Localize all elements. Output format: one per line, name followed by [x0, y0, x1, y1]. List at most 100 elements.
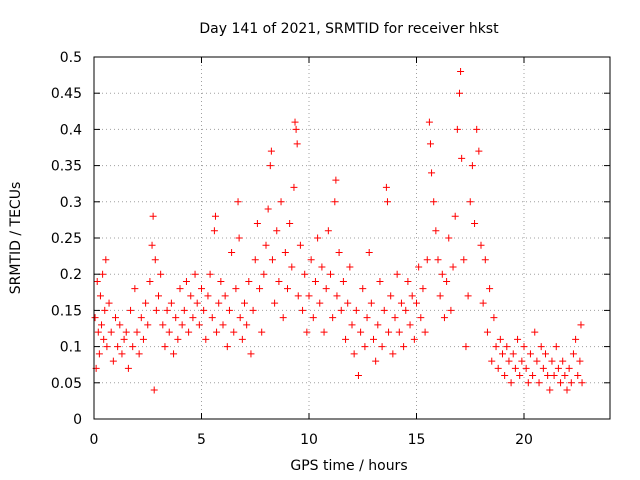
data-point	[406, 321, 414, 329]
x-tick-label: 20	[515, 432, 533, 448]
data-point	[290, 183, 298, 191]
data-point	[443, 277, 451, 285]
data-point	[492, 343, 500, 351]
data-point	[236, 314, 244, 322]
data-point	[456, 89, 463, 97]
data-point	[180, 306, 188, 314]
data-point	[94, 328, 102, 336]
data-point	[305, 292, 313, 300]
data-point	[243, 321, 251, 329]
data-point	[230, 328, 238, 336]
data-point	[120, 335, 128, 343]
data-point	[365, 248, 373, 256]
data-point	[400, 343, 408, 351]
data-point	[320, 328, 328, 336]
gridlines	[94, 57, 610, 419]
data-point	[451, 212, 459, 220]
data-point	[172, 314, 180, 322]
data-point	[339, 277, 347, 285]
data-point	[460, 256, 468, 264]
y-tick-label: 0.45	[51, 86, 82, 102]
data-point	[499, 350, 506, 358]
y-tick-label: 0.4	[60, 122, 82, 138]
plot-frame	[93, 56, 611, 420]
data-point	[397, 299, 405, 307]
data-point	[292, 125, 300, 133]
data-point	[223, 343, 231, 351]
data-point	[148, 241, 156, 249]
y-tick-label: 0.3	[60, 195, 82, 211]
data-point	[161, 343, 169, 351]
data-point	[185, 328, 193, 336]
data-point	[457, 67, 465, 75]
data-point	[391, 314, 399, 322]
data-point	[139, 335, 147, 343]
data-point	[354, 372, 362, 380]
data-point	[361, 343, 369, 351]
data-point	[389, 350, 397, 358]
data-point	[445, 234, 453, 242]
data-point	[516, 372, 524, 380]
data-point	[112, 314, 119, 322]
data-point	[187, 292, 195, 300]
data-point	[170, 350, 178, 358]
data-point	[157, 270, 165, 278]
data-point	[114, 343, 122, 351]
data-point	[346, 263, 354, 271]
data-point	[284, 285, 291, 293]
data-point	[96, 292, 104, 300]
data-point	[466, 198, 474, 206]
data-point	[235, 234, 243, 242]
data-point	[509, 350, 517, 358]
data-point	[260, 270, 268, 278]
data-point	[219, 321, 227, 329]
data-point	[344, 299, 352, 307]
data-point	[408, 292, 416, 300]
x-axis-label: GPS time / hours	[290, 458, 407, 474]
data-point	[221, 292, 229, 300]
data-point	[563, 386, 571, 394]
data-point	[333, 292, 341, 300]
data-point	[332, 176, 340, 184]
data-point	[432, 227, 440, 235]
data-point	[228, 248, 236, 256]
data-point	[426, 140, 434, 148]
data-point	[578, 379, 586, 387]
x-tick-label: 0	[90, 432, 99, 448]
data-point	[129, 343, 137, 351]
data-point	[531, 328, 539, 336]
data-point	[518, 357, 526, 365]
data-point	[337, 306, 345, 314]
data-point	[577, 321, 585, 329]
data-point	[288, 263, 296, 271]
data-point	[363, 314, 371, 322]
data-point	[453, 125, 461, 133]
data-point	[529, 372, 537, 380]
data-point	[225, 306, 233, 314]
x-tick-label: 10	[300, 432, 318, 448]
data-point	[238, 335, 246, 343]
data-point	[501, 372, 509, 380]
data-point	[101, 306, 109, 314]
data-point	[483, 328, 491, 336]
axis-ticks: 0 5 10 15 20 0 0.05 0.1 0.15 0.2 0.25 0.3 0.35 0.4 0.4…	[51, 50, 610, 448]
data-point	[195, 321, 203, 329]
data-point	[329, 314, 337, 322]
data-point	[266, 162, 274, 170]
x-tick-label: 15	[408, 432, 426, 448]
data-point	[535, 379, 543, 387]
data-point	[374, 321, 382, 329]
data-point	[565, 364, 573, 372]
data-point	[552, 343, 560, 351]
data-point	[318, 263, 326, 271]
data-point	[316, 299, 324, 307]
data-point	[264, 205, 272, 213]
data-point	[440, 314, 448, 322]
data-point	[327, 270, 334, 278]
data-point	[359, 285, 367, 293]
data-point	[105, 299, 113, 307]
data-point	[273, 227, 281, 235]
data-point	[142, 299, 150, 307]
data-point	[256, 285, 264, 293]
data-point	[150, 386, 158, 394]
